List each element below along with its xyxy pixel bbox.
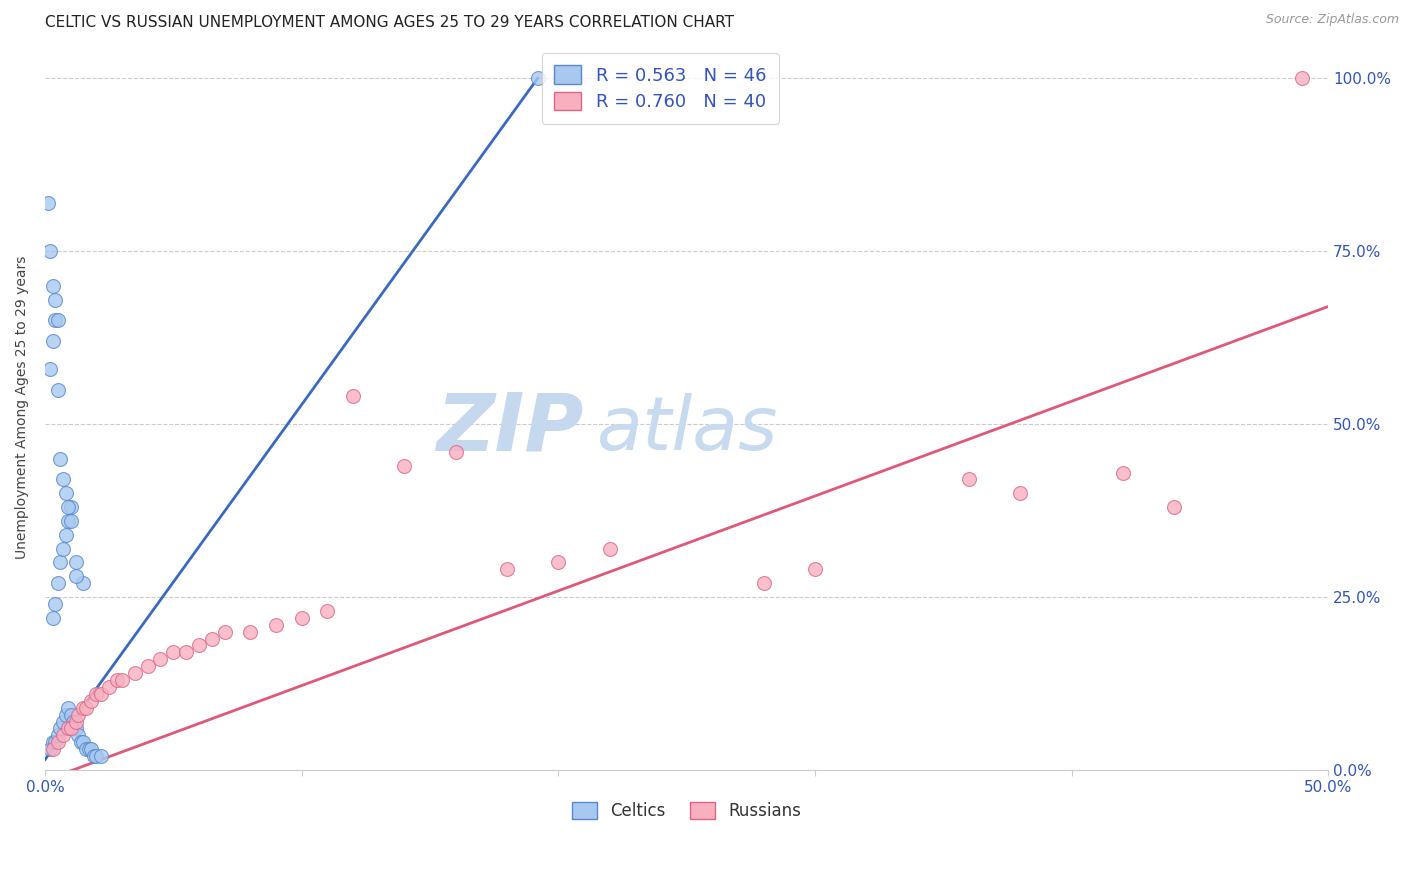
Point [264,617,287,632]
Point [957,473,980,487]
Point [37,195,59,210]
Point [46,383,69,397]
Point [55,707,77,722]
Point [65,569,87,583]
Point [52,541,75,556]
Point [56,500,79,515]
Point [90,749,112,764]
Point [72,700,94,714]
Text: ZIP: ZIP [436,390,583,467]
Point [39,742,62,756]
Point [84,687,107,701]
Point [70,735,93,749]
Point [75,742,97,756]
Point [547,556,569,570]
Point [52,473,75,487]
Point [84,749,107,764]
Point [65,714,87,729]
Point [316,604,339,618]
Point [65,722,87,736]
Point [49,451,72,466]
Point [67,728,90,742]
Point [496,562,519,576]
Point [239,624,262,639]
Text: atlas: atlas [596,392,778,465]
Point [56,700,79,714]
Point [41,611,63,625]
Point [394,458,416,473]
Point [188,639,211,653]
Legend: Celtics, Russians: Celtics, Russians [565,796,808,827]
Point [342,389,364,403]
Point [1112,466,1135,480]
Point [90,687,112,701]
Point [83,749,105,764]
Point [214,624,236,639]
Point [201,632,224,646]
Point [59,500,82,515]
Point [49,722,72,736]
Point [44,293,66,307]
Point [80,742,103,756]
Point [162,645,184,659]
Text: Source: ZipAtlas.com: Source: ZipAtlas.com [1265,13,1399,27]
Y-axis label: Unemployment Among Ages 25 to 29 years: Unemployment Among Ages 25 to 29 years [15,255,30,558]
Point [44,735,66,749]
Point [98,680,121,694]
Point [56,722,79,736]
Point [59,514,82,528]
Point [46,576,69,591]
Point [62,714,84,729]
Point [55,486,77,500]
Point [46,313,69,327]
Point [149,652,172,666]
Point [46,728,69,742]
Point [599,541,621,556]
Point [444,444,467,458]
Point [44,597,66,611]
Point [46,735,69,749]
Point [52,714,75,729]
Point [174,645,197,659]
Point [59,722,82,736]
Point [72,576,94,591]
Text: CELTIC VS RUSSIAN UNEMPLOYMENT AMONG AGES 25 TO 29 YEARS CORRELATION CHART: CELTIC VS RUSSIAN UNEMPLOYMENT AMONG AGE… [45,15,734,30]
Point [105,673,128,687]
Point [1010,486,1032,500]
Point [526,71,548,86]
Point [39,361,62,376]
Point [55,528,77,542]
Point [1163,500,1185,515]
Point [41,735,63,749]
Point [77,742,100,756]
Point [291,611,314,625]
Point [52,728,75,742]
Point [49,556,72,570]
Point [56,514,79,528]
Point [752,576,775,591]
Point [72,735,94,749]
Point [59,707,82,722]
Point [44,313,66,327]
Point [41,334,63,348]
Point [136,659,159,673]
Point [804,562,827,576]
Point [80,694,103,708]
Point [41,278,63,293]
Point [39,244,62,259]
Point [124,666,146,681]
Point [67,707,90,722]
Point [1291,71,1313,86]
Point [75,700,97,714]
Point [41,742,63,756]
Point [111,673,134,687]
Point [65,556,87,570]
